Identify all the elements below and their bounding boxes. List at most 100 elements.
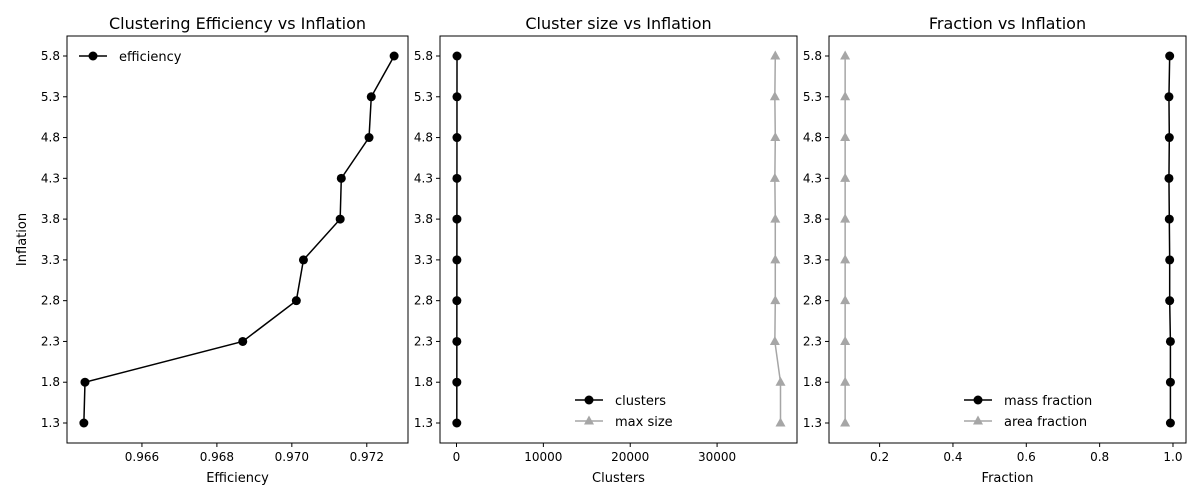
x-tick-label: 0.966	[125, 450, 159, 464]
x-tick-label: 0.970	[275, 450, 309, 464]
data-point	[80, 377, 90, 387]
data-point	[1165, 418, 1175, 428]
axes-frame	[66, 35, 409, 444]
data-point	[1165, 377, 1175, 387]
y-tick-label: 4.3	[803, 171, 822, 185]
y-tick-label: 1.8	[414, 375, 433, 389]
data-point	[335, 214, 345, 224]
x-tick-label: 0.2	[870, 450, 889, 464]
data-point	[336, 173, 346, 183]
data-point	[452, 296, 462, 306]
chart-panel-3: Fraction vs Inflation 0.2 0.4 0.6 0.8 1.0 1.3 1…	[803, 14, 1187, 486]
series-line	[83, 55, 395, 424]
y-tick-label: 4.3	[414, 171, 433, 185]
y-tick-label: 3.8	[414, 212, 433, 226]
data-point	[79, 418, 89, 428]
x-tick-label: 0	[453, 450, 461, 464]
y-tick-label: 3.8	[41, 212, 60, 226]
chart-title: Clustering Efficiency vs Inflation	[109, 14, 366, 33]
series-line	[1168, 55, 1172, 423]
y-axis-label: Inflation	[15, 213, 30, 266]
legend-label: area fraction	[1004, 415, 1087, 430]
y-tick-label: 4.8	[803, 131, 822, 145]
y-tick-label: 2.3	[41, 334, 60, 348]
data-point	[840, 213, 851, 223]
series-clusters	[452, 51, 462, 428]
data-point	[769, 172, 780, 182]
axes-frame	[828, 35, 1187, 444]
legend-marker	[973, 395, 983, 405]
data-point	[1164, 214, 1174, 224]
x-axis-label: Clusters	[592, 471, 645, 486]
legend-label: efficiency	[119, 50, 182, 65]
data-point	[298, 255, 308, 265]
y-tick-label: 1.3	[414, 416, 433, 430]
data-point	[1165, 336, 1175, 346]
legend-marker	[584, 415, 594, 425]
legend: efficiency	[79, 50, 182, 65]
data-point	[1165, 51, 1175, 61]
chart-title: Cluster size vs Inflation	[525, 14, 711, 33]
data-point	[840, 132, 851, 142]
data-point	[840, 254, 851, 264]
y-tick-label: 1.3	[803, 416, 822, 430]
y-tick-label: 5.8	[414, 49, 433, 63]
series-line	[774, 55, 782, 423]
data-point	[1164, 133, 1174, 143]
data-point	[775, 417, 786, 427]
data-point	[840, 417, 851, 427]
data-point	[364, 133, 374, 143]
data-point	[366, 92, 376, 102]
y-tick-label: 2.3	[414, 334, 433, 348]
data-point	[840, 91, 851, 101]
y-tick-label: 5.3	[41, 90, 60, 104]
legend: clusters max size	[575, 394, 673, 430]
data-point	[452, 92, 462, 102]
y-tick-label: 3.3	[41, 253, 60, 267]
data-point	[389, 51, 399, 61]
data-point	[452, 377, 462, 387]
legend-marker	[584, 395, 594, 405]
data-point	[452, 133, 462, 143]
data-point	[452, 336, 462, 346]
y-tick-label: 5.8	[41, 49, 60, 63]
data-point	[238, 336, 248, 346]
x-tick-label: 0.8	[1090, 450, 1109, 464]
x-tick-label: 0.4	[943, 450, 962, 464]
y-tick-label: 2.3	[803, 334, 822, 348]
y-tick-label: 4.8	[41, 131, 60, 145]
data-point	[452, 418, 462, 428]
data-point	[769, 335, 780, 345]
data-point	[452, 214, 462, 224]
y-tick-label: 4.3	[41, 171, 60, 185]
legend-label: clusters	[615, 394, 666, 409]
x-axis-label: Fraction	[982, 471, 1034, 486]
series-mass-fraction	[1164, 51, 1175, 428]
data-point	[840, 172, 851, 182]
y-tick-label: 2.8	[414, 294, 433, 308]
x-tick-label: 1.0	[1163, 450, 1182, 464]
data-point	[775, 376, 786, 386]
data-point	[770, 50, 781, 60]
data-point	[770, 213, 781, 223]
data-point	[840, 335, 851, 345]
x-tick-label: 0.968	[200, 450, 234, 464]
chart-panel-1: Clustering Efficiency vs Inflation 0.966 0…	[15, 14, 409, 486]
x-tick-label: 30000	[698, 450, 736, 464]
data-point	[840, 376, 851, 386]
y-tick-label: 1.8	[41, 375, 60, 389]
legend-label: max size	[615, 415, 673, 430]
legend-label: mass fraction	[1004, 394, 1092, 409]
x-tick-label: 0.6	[1017, 450, 1036, 464]
x-tick-label: 0.972	[350, 450, 384, 464]
x-tick-label: 10000	[524, 450, 562, 464]
data-point	[452, 255, 462, 265]
series-area-fraction	[840, 50, 851, 427]
series-max-size	[769, 50, 786, 427]
data-point	[1164, 92, 1174, 102]
data-point	[840, 295, 851, 305]
data-point	[452, 173, 462, 183]
y-tick-label: 1.3	[41, 416, 60, 430]
legend-marker	[88, 51, 98, 61]
